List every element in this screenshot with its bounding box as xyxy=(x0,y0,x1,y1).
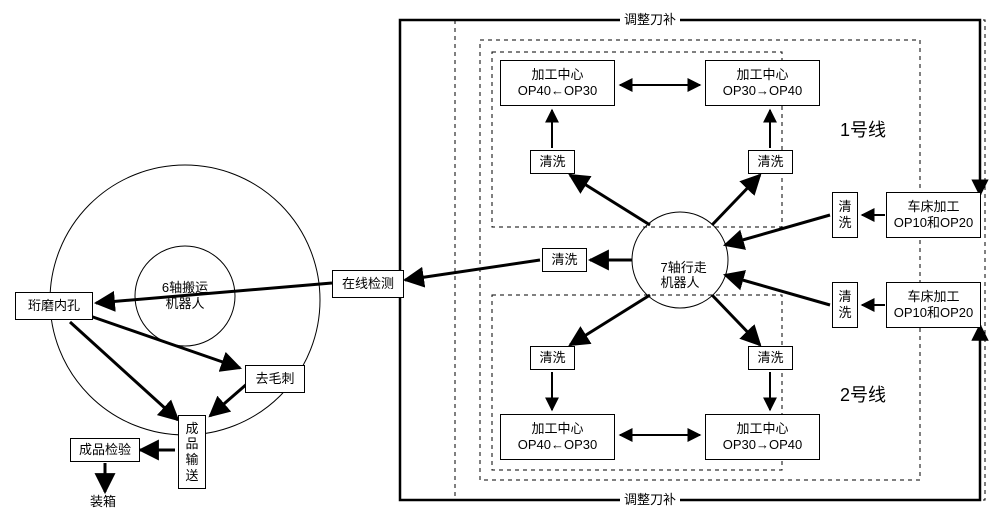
mc-bottom-left: 加工中心 OP40←OP30 xyxy=(500,414,615,460)
line1-label: 1号线 xyxy=(840,120,886,142)
wash-c-text: 清洗 xyxy=(551,252,577,268)
mc-tl-text: 加工中心 OP40←OP30 xyxy=(518,67,598,98)
line2-text: 2号线 xyxy=(840,385,886,405)
adjust-top-text: 调整刀补 xyxy=(624,12,676,27)
lathe-line1: 车床加工 OP10和OP20 xyxy=(886,192,981,238)
line1-text: 1号线 xyxy=(840,120,886,140)
wash-top-left: 清洗 xyxy=(530,150,575,174)
product-out-text: 成 品 输 送 xyxy=(185,421,198,483)
wash-br-text: 清洗 xyxy=(757,350,783,366)
wash-bl-text: 清洗 xyxy=(539,350,565,366)
adjust-top-label: 调整刀补 xyxy=(620,12,680,28)
packing-text: 装箱 xyxy=(90,494,116,509)
honing-text: 珩磨内孔 xyxy=(28,298,80,314)
online-detect-text: 在线检测 xyxy=(342,276,394,292)
lathe-line2: 车床加工 OP10和OP20 xyxy=(886,282,981,328)
mc-tr-text: 加工中心 OP30→OP40 xyxy=(723,67,803,98)
robot6-text: 6轴搬运 机器人 xyxy=(162,280,208,311)
wash-top-right: 清洗 xyxy=(748,150,793,174)
line2-label: 2号线 xyxy=(840,385,886,407)
wash-l1v-text: 清 洗 xyxy=(838,199,851,230)
packing-label: 装箱 xyxy=(90,494,116,510)
deburr-box: 去毛刺 xyxy=(245,365,305,393)
mc-top-left: 加工中心 OP40←OP30 xyxy=(500,60,615,106)
wash-line2-v: 清 洗 xyxy=(832,282,858,328)
online-detect-box: 在线检测 xyxy=(332,270,404,298)
product-out-box: 成 品 输 送 xyxy=(178,415,206,489)
lathe2-text: 车床加工 OP10和OP20 xyxy=(894,289,974,320)
deburr-text: 去毛刺 xyxy=(255,371,294,387)
mc-bl-text: 加工中心 OP40←OP30 xyxy=(518,421,598,452)
adjust-bottom-text: 调整刀补 xyxy=(624,492,676,507)
wash-tl-text: 清洗 xyxy=(539,154,565,170)
lathe1-text: 车床加工 OP10和OP20 xyxy=(894,199,974,230)
wash-tr-text: 清洗 xyxy=(757,154,783,170)
wash-l2v-text: 清 洗 xyxy=(838,289,851,320)
wash-bottom-right: 清洗 xyxy=(748,346,793,370)
robot6-label: 6轴搬运 机器人 xyxy=(155,280,215,311)
wash-line1-v: 清 洗 xyxy=(832,192,858,238)
inspection-box: 成品检验 xyxy=(70,438,140,462)
mc-bottom-right: 加工中心 OP30→OP40 xyxy=(705,414,820,460)
robot7-text: 7轴行走 机器人 xyxy=(660,260,706,291)
wash-bottom-left: 清洗 xyxy=(530,346,575,370)
adjust-bottom-label: 调整刀补 xyxy=(620,492,680,508)
honing-box: 珩磨内孔 xyxy=(15,292,93,320)
mc-top-right: 加工中心 OP30→OP40 xyxy=(705,60,820,106)
mc-br-text: 加工中心 OP30→OP40 xyxy=(723,421,803,452)
robot7-label: 7轴行走 机器人 xyxy=(652,244,708,291)
wash-center: 清洗 xyxy=(542,248,587,272)
inspection-text: 成品检验 xyxy=(79,442,131,458)
